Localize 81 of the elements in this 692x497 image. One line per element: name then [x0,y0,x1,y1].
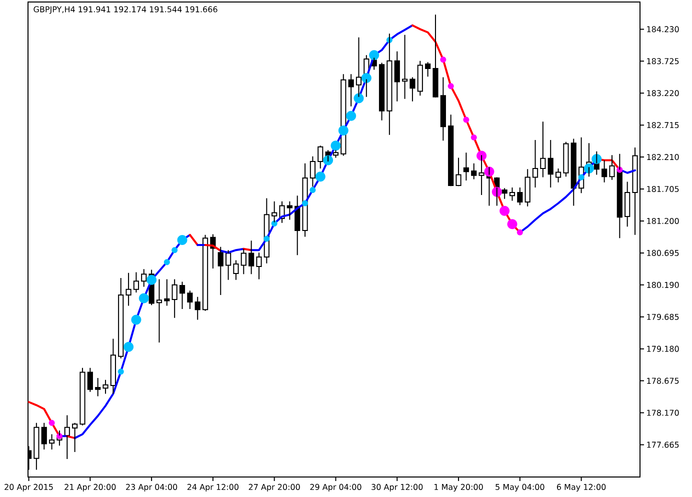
candlestick [471,162,477,180]
candlestick [548,139,554,188]
y-tick-label: 183.220 [647,90,679,96]
x-tick-label: 23 Apr 04:00 [126,484,178,492]
candlestick [41,422,47,450]
candlestick [570,138,576,206]
y-tick-label: 181.705 [647,186,679,192]
candlestick [256,252,262,280]
candlestick [133,272,140,293]
candlestick [194,296,200,320]
candlestick [609,154,615,180]
candlestick [448,114,454,186]
candlestick [555,168,562,183]
x-tick-label: 6 May 12:00 [556,484,606,492]
text: GBPJPY,H4 191.941 192.174 191.544 191.666 [34,6,218,14]
candlestick [394,50,400,102]
candlestick [218,246,224,296]
candlestick [532,139,538,188]
candlestick [332,150,339,158]
x-tick-label: 29 Apr 04:00 [310,484,362,492]
candlestick [248,240,254,275]
candlestick [141,268,147,288]
y-tick-label: 181.200 [647,218,679,224]
x-tick-label: 5 May 04:00 [496,484,544,492]
candlestick [356,36,362,98]
candlestick [602,160,608,183]
candlestick [402,34,408,100]
candlestick [624,181,630,228]
y-tick-label: 180.190 [647,282,679,288]
candlestick [425,62,431,78]
x-tick-label: 1 May 20:00 [434,484,483,492]
candlestick [110,338,116,394]
x-tick-label: 20 Apr 2015 [4,484,53,492]
candlestick [509,186,516,202]
x-tick-label: 30 Apr 12:00 [372,484,423,492]
candlestick [225,250,232,280]
candlestick [102,379,108,394]
candlestick [440,76,446,142]
y-tick-label: 179.685 [647,314,679,320]
candlestick [524,168,530,207]
candlestick [187,290,193,310]
y-tick-label: 182.715 [647,122,679,128]
candlestick [456,157,462,186]
candlestick [233,260,239,280]
candlestick [156,278,162,343]
candlestick [126,272,132,306]
candlestick [540,121,546,178]
candlestick [478,154,484,196]
y-tick-label: 180.695 [647,250,679,256]
candlestick [517,186,523,206]
candlestick [502,188,508,200]
candlestick [463,152,469,181]
candlestick [72,422,78,452]
y-tick-label: 182.210 [647,154,679,160]
x-tick-label: 21 Apr 20:00 [64,484,116,492]
candlestick [632,147,638,236]
candlestick [202,234,208,312]
x-tick-label: 24 Apr 12:00 [187,484,238,492]
candlestick [417,60,423,96]
candlestick [95,377,101,397]
candlestick [48,434,55,450]
y-tick-label: 179.180 [647,346,679,352]
y-tick-label: 178.170 [647,410,679,416]
x-tick-label: 27 Apr 20:00 [248,484,300,492]
candlestick [34,422,40,470]
candlestick [432,14,438,98]
y-tick-label: 178.675 [647,378,679,384]
candlestick [410,76,416,102]
y-tick-label: 177.665 [647,442,679,448]
y-tick-label: 184.230 [647,26,679,32]
candlestick [240,248,246,275]
candlestick [87,367,93,392]
candlestick [179,281,186,310]
candlestick [563,141,569,178]
candlestick [80,367,86,426]
candlestick [378,62,385,121]
candlestick [348,74,354,107]
y-tick-label: 183.725 [647,58,679,64]
candlestick [318,145,324,169]
candlestick [118,277,124,359]
candlestick [172,278,178,318]
